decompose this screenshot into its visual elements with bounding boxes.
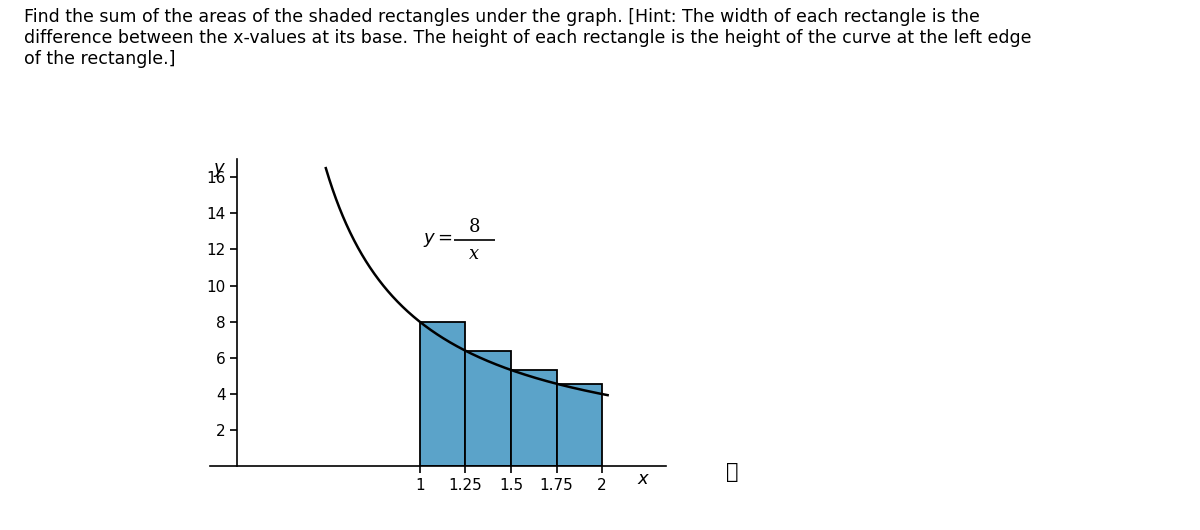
Bar <box>557 384 602 466</box>
Text: ⓘ: ⓘ <box>726 462 738 482</box>
Text: Find the sum of the areas of the shaded rectangles under the graph. [Hint: The w: Find the sum of the areas of the shaded … <box>24 8 1032 67</box>
Text: 8: 8 <box>469 218 480 236</box>
Bar <box>420 322 466 466</box>
Bar <box>511 370 557 466</box>
Bar <box>466 351 511 466</box>
Text: $y=$: $y=$ <box>422 232 452 250</box>
Text: x: x <box>637 470 648 488</box>
Text: x: x <box>469 245 480 263</box>
Text: y: y <box>214 159 224 177</box>
